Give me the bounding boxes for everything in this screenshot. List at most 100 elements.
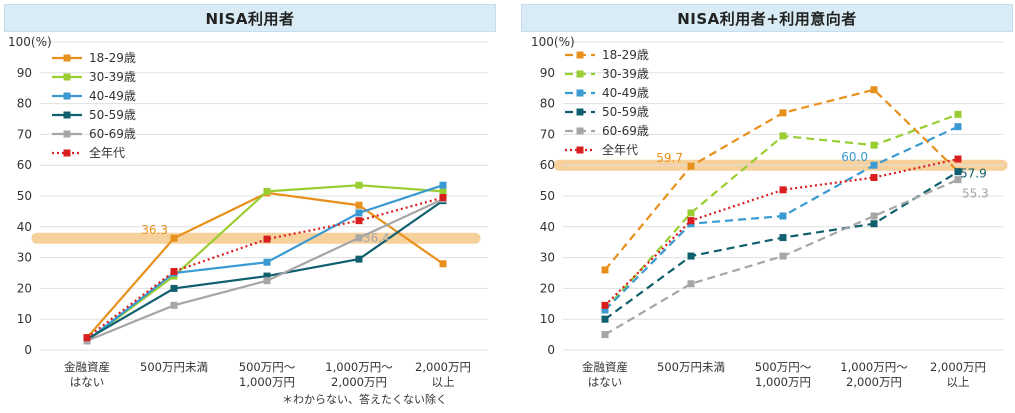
legend-marker — [63, 130, 71, 138]
legend-label: 50-59歳 — [89, 108, 136, 122]
y-tick-label: 0 — [24, 343, 32, 357]
data-point-60-69歳 — [954, 176, 962, 184]
x-tick-label: 2,000万円 — [846, 375, 902, 389]
data-point-40-49歳 — [779, 212, 787, 220]
legend-label: 60-69歳 — [89, 127, 136, 141]
y-tick-label: 30 — [17, 251, 32, 265]
chart-title: NISA利用者+利用意向者 — [521, 4, 1013, 32]
y-tick-label: 20 — [17, 281, 32, 295]
legend-label: 60-69歳 — [602, 124, 649, 138]
y-tick-label: 90 — [17, 66, 32, 80]
legend-label: 30-39歳 — [602, 67, 649, 81]
x-tick-label: 金融資産 — [582, 360, 628, 374]
data-point-40-49歳 — [954, 123, 962, 131]
x-tick-label: はない — [70, 375, 105, 389]
chart-title-text: NISA利用者 — [205, 9, 295, 28]
series-line-50-59歳 — [604, 170, 959, 321]
data-point-30-39歳 — [687, 209, 695, 217]
legend-marker — [576, 70, 584, 78]
y-tick-label: 60 — [17, 158, 32, 172]
legend-label: 全年代 — [602, 142, 638, 157]
data-point-50-59歳 — [779, 234, 787, 242]
right-chart-panel: NISA利用者+利用意向者 0 10 20 30 40 50 60 70 80 90 100(%) 金… — [517, 0, 1015, 413]
legend-marker — [576, 51, 584, 59]
legend-label: 18-29歳 — [602, 48, 649, 62]
data-point-60-69歳 — [687, 280, 695, 288]
legend-marker — [63, 92, 71, 100]
data-point-60-69歳 — [779, 252, 787, 260]
y-tick-label: 70 — [540, 127, 555, 141]
data-point-50-59歳 — [601, 315, 609, 323]
legend-marker — [63, 73, 71, 81]
x-tick-label: 2,000万円 — [415, 360, 471, 374]
legend-marker — [576, 127, 584, 135]
x-tick-label: 以上 — [947, 375, 970, 389]
legend-marker — [576, 89, 584, 97]
data-point-50-59歳 — [170, 284, 178, 292]
y-tick-label: 0 — [547, 343, 555, 357]
y-tick-label: 90 — [540, 66, 555, 80]
data-point-全年代 — [170, 267, 178, 275]
series-line-18-29歳 — [604, 88, 959, 271]
x-tick-label: はない — [588, 375, 623, 389]
y-tick-label: 50 — [17, 189, 32, 203]
data-point-18-29歳 — [870, 86, 878, 94]
x-tick-label: 1,000万円 — [239, 375, 295, 389]
x-tick-label: 2,000万円 — [930, 360, 986, 374]
data-point-50-59歳 — [954, 168, 962, 176]
y-tick-label: 40 — [540, 220, 555, 234]
data-point-40-49歳 — [355, 209, 363, 217]
y-tick-label: 10 — [17, 312, 32, 326]
data-point-60-69歳 — [170, 301, 178, 309]
legend-label: 50-59歳 — [602, 105, 649, 119]
data-point-18-29歳 — [687, 162, 695, 170]
legend-label: 18-29歳 — [89, 51, 136, 65]
legend-marker — [576, 146, 584, 154]
x-tick-label: 以上 — [432, 375, 455, 389]
data-point-60-69歳 — [601, 331, 609, 339]
data-point-18-29歳 — [601, 266, 609, 274]
series-line-全年代 — [604, 157, 959, 307]
y-tick-label: 60 — [540, 158, 555, 172]
data-point-30-39歳 — [779, 132, 787, 140]
data-point-50-59歳 — [355, 255, 363, 263]
data-point-40-49歳 — [263, 258, 271, 266]
x-tick-label: 500万円〜 — [239, 360, 296, 374]
legend-marker — [63, 54, 71, 62]
x-tick-label: 500万円未満 — [657, 360, 725, 374]
data-point-全年代 — [870, 174, 878, 182]
y-tick-label: 70 — [17, 127, 32, 141]
data-label: 36.3 — [141, 223, 168, 237]
y-tick-label: 80 — [17, 97, 32, 111]
chart-title: NISA利用者 — [4, 4, 496, 32]
y-tick-label: 80 — [540, 97, 555, 111]
x-tick-label: 金融資産 — [64, 360, 110, 374]
y-tick-label: 30 — [540, 251, 555, 265]
x-tick-label: 1,000万円 — [755, 375, 811, 389]
data-point-30-39歳 — [439, 187, 447, 195]
data-point-50-59歳 — [870, 220, 878, 228]
data-point-18-29歳 — [439, 260, 447, 268]
data-point-全年代 — [83, 334, 91, 342]
y-tick-label: 40 — [17, 220, 32, 234]
data-point-全年代 — [263, 235, 271, 243]
footnote: ＊わからない、答えたくない除く — [282, 393, 447, 406]
data-label: 60.0 — [841, 150, 868, 164]
data-point-40-49歳 — [439, 181, 447, 189]
data-point-30-39歳 — [870, 141, 878, 149]
data-point-60-69歳 — [355, 234, 363, 242]
data-point-60-69歳 — [263, 277, 271, 285]
data-label: 57.9 — [960, 167, 987, 181]
data-point-30-39歳 — [263, 187, 271, 195]
legend-marker — [576, 108, 584, 116]
data-point-全年代 — [779, 186, 787, 194]
data-point-40-49歳 — [601, 306, 609, 314]
x-tick-label: 1,000万円〜 — [325, 360, 393, 374]
data-point-全年代 — [687, 217, 695, 225]
y-axis-label: 100(%) — [8, 35, 52, 49]
data-point-30-39歳 — [355, 181, 363, 189]
y-axis-label: 100(%) — [531, 35, 575, 49]
data-point-50-59歳 — [687, 252, 695, 260]
